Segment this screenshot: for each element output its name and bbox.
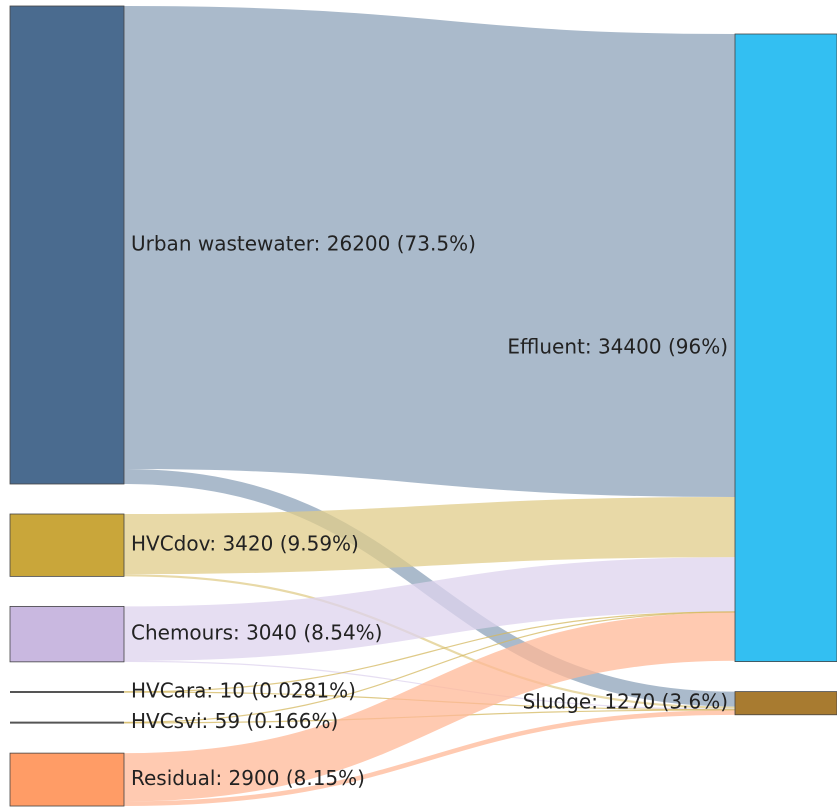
node-label: HVCsvi: 59 (0.166%) [131,709,338,733]
node [9,752,125,807]
node [734,33,837,663]
node-label: Effluent: 34400 (96%) [507,334,728,358]
node [9,5,125,485]
link [123,497,736,575]
node-label: Chemours: 3040 (8.54%) [131,621,382,645]
link [123,612,736,802]
node-label: Urban wastewater: 26200 (73.5%) [131,232,476,256]
link [123,611,736,723]
link [123,710,736,807]
link [123,611,736,693]
links [123,6,736,807]
node-label: Residual: 2900 (8.15%) [131,766,365,790]
link [123,557,736,661]
link [123,574,736,709]
link [123,6,736,498]
node-label: Sludge: 1270 (3.6%) [523,690,728,714]
node [9,513,125,577]
node-label: HVCdov: 3420 (9.59%) [131,532,359,556]
node [734,691,837,716]
node [9,605,125,663]
node-label: HVCara: 10 (0.0281%) [131,678,356,702]
